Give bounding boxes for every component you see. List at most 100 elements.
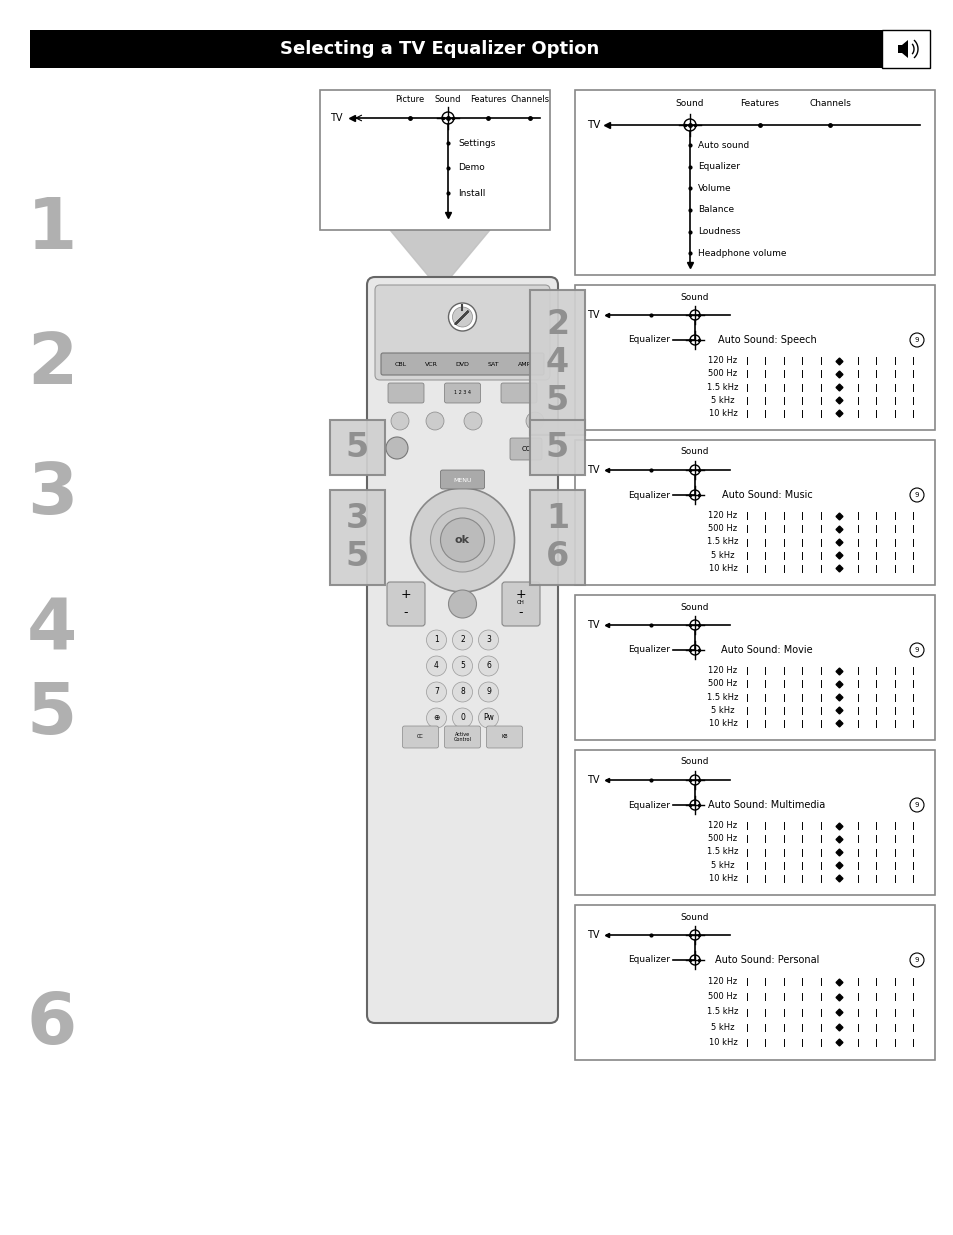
Circle shape — [426, 630, 446, 650]
Text: Sound: Sound — [680, 913, 708, 921]
FancyBboxPatch shape — [375, 285, 550, 380]
Text: 9: 9 — [914, 957, 919, 963]
Circle shape — [909, 953, 923, 967]
Bar — [319, 90, 550, 230]
Text: CH: CH — [517, 600, 524, 605]
Text: Active
Control: Active Control — [453, 731, 471, 742]
FancyBboxPatch shape — [402, 726, 438, 748]
Text: TV: TV — [586, 466, 598, 475]
Text: TV: TV — [586, 776, 598, 785]
Text: 5 kHz: 5 kHz — [711, 705, 734, 715]
Circle shape — [426, 656, 446, 676]
Text: ⊕: ⊕ — [433, 714, 439, 722]
Text: Auto Sound: Music: Auto Sound: Music — [720, 490, 812, 500]
Polygon shape — [390, 230, 490, 290]
Bar — [330, 490, 385, 585]
Circle shape — [386, 437, 408, 459]
Bar — [575, 440, 934, 585]
Text: Auto Sound: Speech: Auto Sound: Speech — [717, 335, 816, 345]
Text: 6: 6 — [27, 990, 77, 1058]
Text: Balance: Balance — [698, 205, 734, 215]
Text: 5: 5 — [545, 431, 569, 464]
Bar — [530, 290, 584, 435]
Text: 120 Hz: 120 Hz — [708, 356, 737, 366]
Text: Auto Sound: Personal: Auto Sound: Personal — [714, 955, 819, 965]
Text: Install: Install — [457, 189, 485, 198]
Text: TV: TV — [586, 930, 598, 940]
Text: 5: 5 — [459, 662, 464, 671]
Text: Sound: Sound — [680, 757, 708, 767]
Text: CC: CC — [416, 735, 423, 740]
Circle shape — [478, 708, 498, 727]
Text: 3: 3 — [27, 459, 77, 529]
Text: 5: 5 — [346, 431, 369, 464]
Text: 1.5 kHz: 1.5 kHz — [706, 383, 738, 391]
Text: 1: 1 — [27, 195, 77, 264]
Circle shape — [452, 308, 472, 327]
Text: Loudness: Loudness — [698, 227, 740, 236]
Text: 10 kHz: 10 kHz — [708, 564, 737, 573]
Polygon shape — [897, 40, 907, 58]
Text: 5 kHz: 5 kHz — [711, 861, 734, 869]
Text: Channels: Channels — [510, 95, 549, 105]
Circle shape — [909, 488, 923, 501]
Text: 10 kHz: 10 kHz — [708, 409, 737, 417]
Text: Demo: Demo — [457, 163, 484, 173]
Bar — [30, 30, 909, 68]
Text: Auto Sound: Multimedia: Auto Sound: Multimedia — [708, 800, 824, 810]
Text: +: + — [516, 589, 526, 601]
Text: TV: TV — [586, 620, 598, 630]
Circle shape — [452, 682, 472, 701]
Text: Auto Sound: Movie: Auto Sound: Movie — [720, 645, 812, 655]
Circle shape — [426, 682, 446, 701]
Text: 5 kHz: 5 kHz — [711, 395, 734, 405]
Text: 2: 2 — [27, 330, 77, 399]
Text: 6: 6 — [485, 662, 491, 671]
FancyBboxPatch shape — [387, 582, 424, 626]
Text: 4: 4 — [434, 662, 438, 671]
Circle shape — [525, 412, 543, 430]
Text: Equalizer: Equalizer — [627, 336, 669, 345]
Text: 3
5: 3 5 — [346, 501, 369, 573]
Circle shape — [448, 590, 476, 618]
Text: 10 kHz: 10 kHz — [708, 874, 737, 883]
Text: Sound: Sound — [435, 95, 460, 105]
Text: Features: Features — [469, 95, 506, 105]
Text: 1.5 kHz: 1.5 kHz — [706, 847, 738, 857]
Circle shape — [478, 656, 498, 676]
Text: Channels: Channels — [808, 100, 850, 109]
Circle shape — [448, 303, 476, 331]
Text: 9: 9 — [914, 647, 919, 653]
Bar — [575, 285, 934, 430]
Bar — [530, 420, 584, 475]
Text: TV: TV — [586, 310, 598, 320]
Bar — [882, 30, 929, 68]
Text: 1.5 kHz: 1.5 kHz — [706, 537, 738, 547]
Text: 1.5 kHz: 1.5 kHz — [706, 1008, 738, 1016]
Text: 5 kHz: 5 kHz — [711, 551, 734, 559]
Circle shape — [452, 630, 472, 650]
Text: SAT: SAT — [487, 362, 498, 367]
Text: DVD: DVD — [456, 362, 469, 367]
Text: MENU: MENU — [453, 478, 471, 483]
Text: 10 kHz: 10 kHz — [708, 719, 737, 727]
FancyBboxPatch shape — [444, 726, 480, 748]
Circle shape — [426, 708, 446, 727]
Bar — [575, 750, 934, 895]
Text: 500 Hz: 500 Hz — [708, 369, 737, 378]
Text: TV: TV — [586, 120, 599, 130]
FancyBboxPatch shape — [444, 383, 480, 403]
Text: CC: CC — [520, 446, 530, 452]
Text: Settings: Settings — [457, 138, 495, 147]
Text: 5: 5 — [27, 680, 77, 748]
Text: Sound: Sound — [680, 603, 708, 611]
FancyBboxPatch shape — [500, 383, 537, 403]
Text: Features: Features — [740, 100, 779, 109]
Text: Equalizer: Equalizer — [627, 646, 669, 655]
Text: 1
6: 1 6 — [545, 501, 569, 573]
FancyBboxPatch shape — [388, 383, 423, 403]
Text: 3: 3 — [485, 636, 491, 645]
Text: Sound: Sound — [680, 447, 708, 457]
Text: Pw: Pw — [482, 714, 494, 722]
Circle shape — [909, 643, 923, 657]
